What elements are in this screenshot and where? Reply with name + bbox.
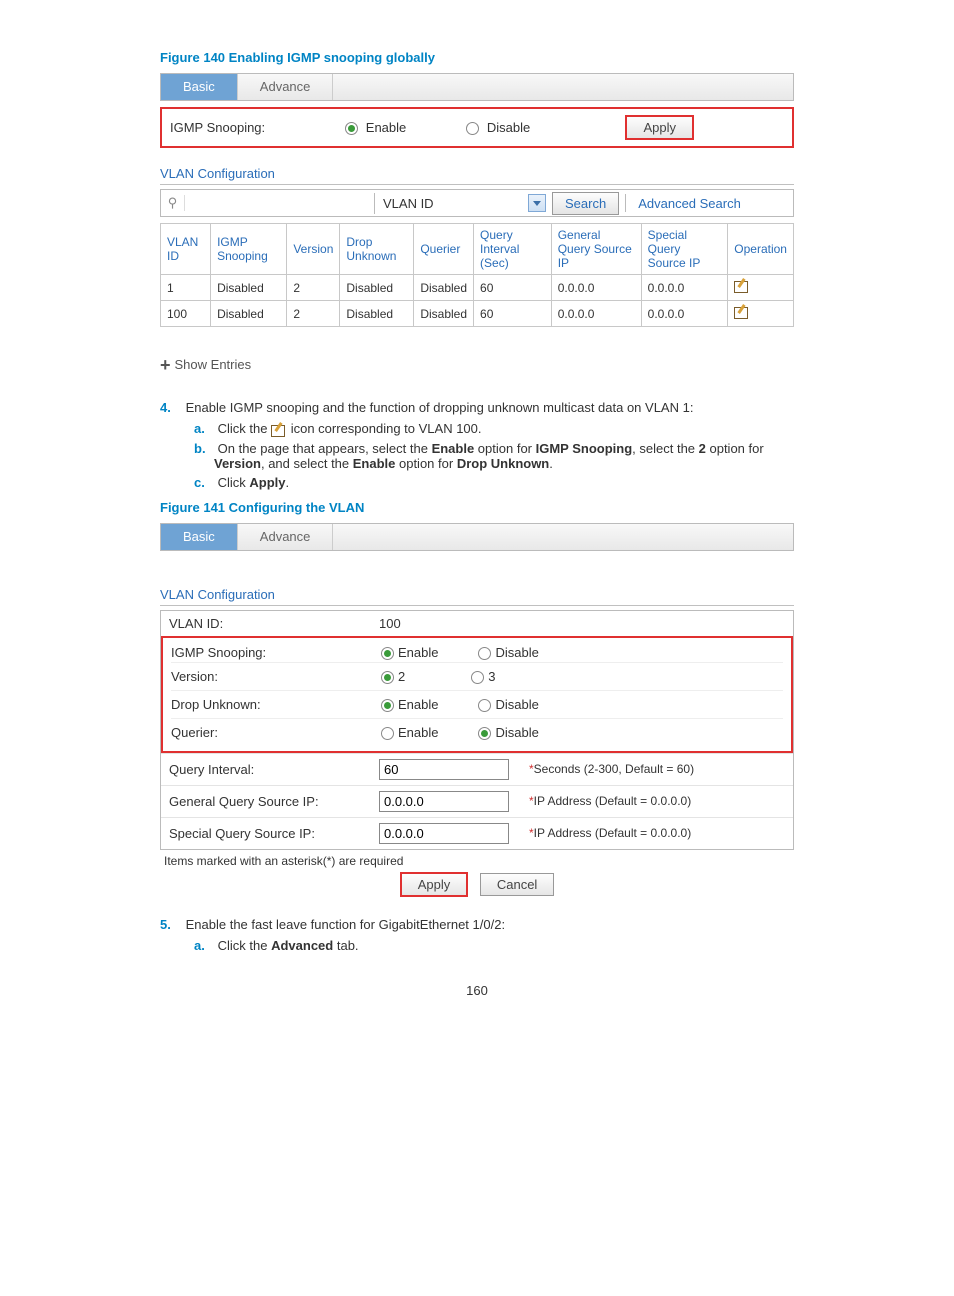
search-icon: ⚲ [161, 195, 185, 211]
substep-letter: a. [194, 938, 214, 953]
show-entries[interactable]: +Show Entries [160, 355, 794, 376]
vlan-table: VLAN ID IGMP Snooping Version Drop Unkno… [160, 223, 794, 327]
vlan-config-title: VLAN Configuration [160, 587, 794, 606]
radio-dot-icon [381, 647, 394, 660]
special-ip-input[interactable] [379, 823, 509, 844]
radio-dot-icon [381, 699, 394, 712]
search-bar: ⚲ VLAN ID Search Advanced Search [160, 189, 794, 217]
radio-enable[interactable]: Enable [345, 120, 406, 135]
tab-advance[interactable]: Advance [238, 74, 334, 100]
vlan-id-value: 100 [379, 616, 529, 631]
table-row: 1 Disabled 2 Disabled Disabled 60 0.0.0.… [161, 275, 794, 301]
edit-icon[interactable] [734, 305, 750, 319]
radio-disable[interactable]: Disable [478, 645, 538, 660]
advanced-search-link[interactable]: Advanced Search [638, 196, 741, 211]
tab-advance[interactable]: Advance [238, 524, 334, 550]
query-int-label: Query Interval: [169, 762, 379, 777]
search-input[interactable] [185, 193, 374, 214]
col-genip: General Query Source IP [551, 224, 641, 275]
step-number: 5. [160, 917, 182, 932]
radio-disable[interactable]: Disable [478, 697, 538, 712]
radio-dot-icon [478, 727, 491, 740]
vlan-form: VLAN ID: 100 IGMP Snooping: Enable Disab… [160, 610, 794, 850]
radio-disable[interactable]: Disable [478, 725, 538, 740]
radio-enable[interactable]: Enable [381, 697, 438, 712]
col-interval: Query Interval (Sec) [474, 224, 552, 275]
col-drop: Drop Unknown [340, 224, 414, 275]
col-vlan-id: VLAN ID [161, 224, 211, 275]
vlan-id-label: VLAN ID: [169, 616, 379, 631]
figure-caption: Figure 141 Configuring the VLAN [160, 500, 794, 515]
substep-letter: a. [194, 421, 214, 436]
vlan-config-title: VLAN Configuration [160, 166, 794, 185]
drop-label: Drop Unknown: [171, 697, 381, 712]
radio-v2[interactable]: 2 [381, 669, 405, 684]
col-igmp: IGMP Snooping [211, 224, 287, 275]
igmp-snooping-row: IGMP Snooping: Enable Disable Apply [160, 107, 794, 148]
chevron-down-icon[interactable] [528, 194, 546, 212]
col-specip: Special Query Source IP [641, 224, 728, 275]
radio-dot-icon [381, 671, 394, 684]
edit-icon[interactable] [734, 279, 750, 293]
table-row: 100 Disabled 2 Disabled Disabled 60 0.0.… [161, 301, 794, 327]
radio-dot-icon [381, 727, 394, 740]
search-field-select[interactable]: VLAN ID [374, 193, 524, 214]
general-ip-input[interactable] [379, 791, 509, 812]
radio-enable[interactable]: Enable [381, 645, 438, 660]
step-text: Enable the fast leave function for Gigab… [186, 917, 505, 932]
col-querier: Querier [414, 224, 474, 275]
page-number: 160 [160, 983, 794, 998]
figure-caption: Figure 140 Enabling IGMP snooping global… [160, 50, 794, 65]
igmp-label: IGMP Snooping: [171, 645, 381, 660]
gen-ip-label: General Query Source IP: [169, 794, 379, 809]
radio-dot-icon [471, 671, 484, 684]
radio-disable[interactable]: Disable [466, 120, 530, 135]
igmp-snooping-label: IGMP Snooping: [170, 120, 265, 135]
step-number: 4. [160, 400, 182, 415]
substep-letter: c. [194, 475, 214, 490]
apply-button[interactable]: Apply [625, 115, 694, 140]
radio-dot-icon [466, 122, 479, 135]
edit-icon [271, 423, 287, 437]
radio-dot-icon [478, 647, 491, 660]
radio-dot-icon [345, 122, 358, 135]
tab-basic[interactable]: Basic [161, 74, 238, 100]
spec-ip-label: Special Query Source IP: [169, 826, 379, 841]
required-note: Items marked with an asterisk(*) are req… [164, 854, 794, 868]
radio-dot-icon [478, 699, 491, 712]
querier-label: Querier: [171, 725, 381, 740]
plus-icon: + [160, 355, 171, 375]
col-op: Operation [728, 224, 794, 275]
query-interval-input[interactable] [379, 759, 509, 780]
tab-basic[interactable]: Basic [161, 524, 238, 550]
cancel-button[interactable]: Cancel [480, 873, 554, 896]
step-text: Enable IGMP snooping and the function of… [186, 400, 694, 415]
tabs-bar: Basic Advance [160, 73, 794, 101]
radio-v3[interactable]: 3 [471, 669, 495, 684]
col-version: Version [287, 224, 340, 275]
search-button[interactable]: Search [552, 192, 619, 215]
version-label: Version: [171, 669, 381, 684]
tabs-bar: Basic Advance [160, 523, 794, 551]
substep-letter: b. [194, 441, 214, 456]
apply-button[interactable]: Apply [400, 872, 469, 897]
radio-enable[interactable]: Enable [381, 725, 438, 740]
